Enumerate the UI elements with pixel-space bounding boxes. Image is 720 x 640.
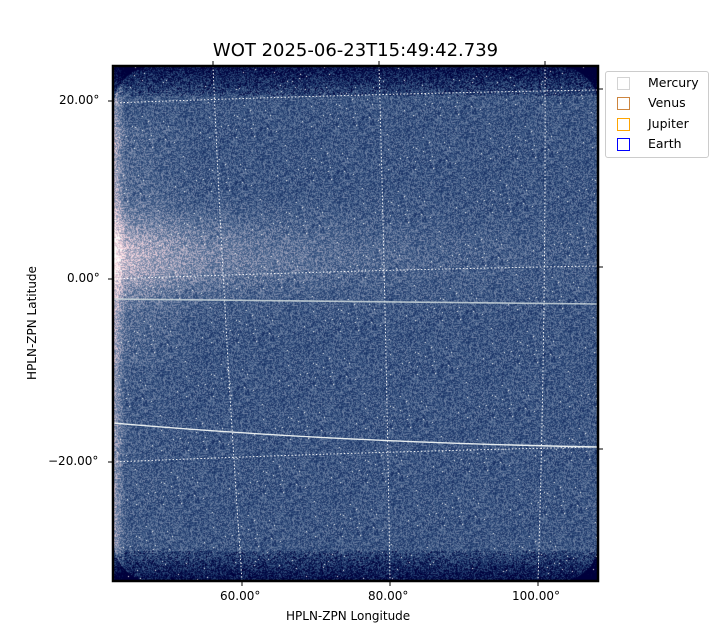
grid-line-lon-80 <box>378 65 391 582</box>
xtick-label: 60.00° <box>220 589 261 603</box>
legend-swatch <box>617 97 630 110</box>
xtick-label: 100.00° <box>512 589 560 603</box>
image-plot <box>113 66 598 581</box>
planet-trail-upper <box>112 298 599 305</box>
y-axis-label: HPLN-ZPN Latitude <box>25 266 39 380</box>
axes-frame <box>111 64 600 583</box>
grid-line-lat-0 <box>112 265 599 280</box>
ytick-label: 20.00° <box>59 93 100 107</box>
legend: Mercury Venus Jupiter Earth <box>605 71 709 158</box>
legend-swatch <box>617 138 630 151</box>
planet-trail-lower <box>112 422 599 448</box>
xtick-label: 80.00° <box>368 589 409 603</box>
grid-line-lat-minus20 <box>112 446 599 463</box>
x-axis-label: HPLN-ZPN Longitude <box>286 609 411 623</box>
legend-swatch <box>617 77 630 90</box>
grid-line-lon-100 <box>537 65 546 582</box>
grid-line-lon-60 <box>212 65 243 582</box>
chart-title: WOT 2025-06-23T15:49:42.739 <box>212 40 499 61</box>
legend-swatch <box>617 118 630 131</box>
ytick-label: −20.00° <box>48 454 99 468</box>
grid-line-lat-20 <box>112 89 599 104</box>
ytick-label: 0.00° <box>67 271 100 285</box>
